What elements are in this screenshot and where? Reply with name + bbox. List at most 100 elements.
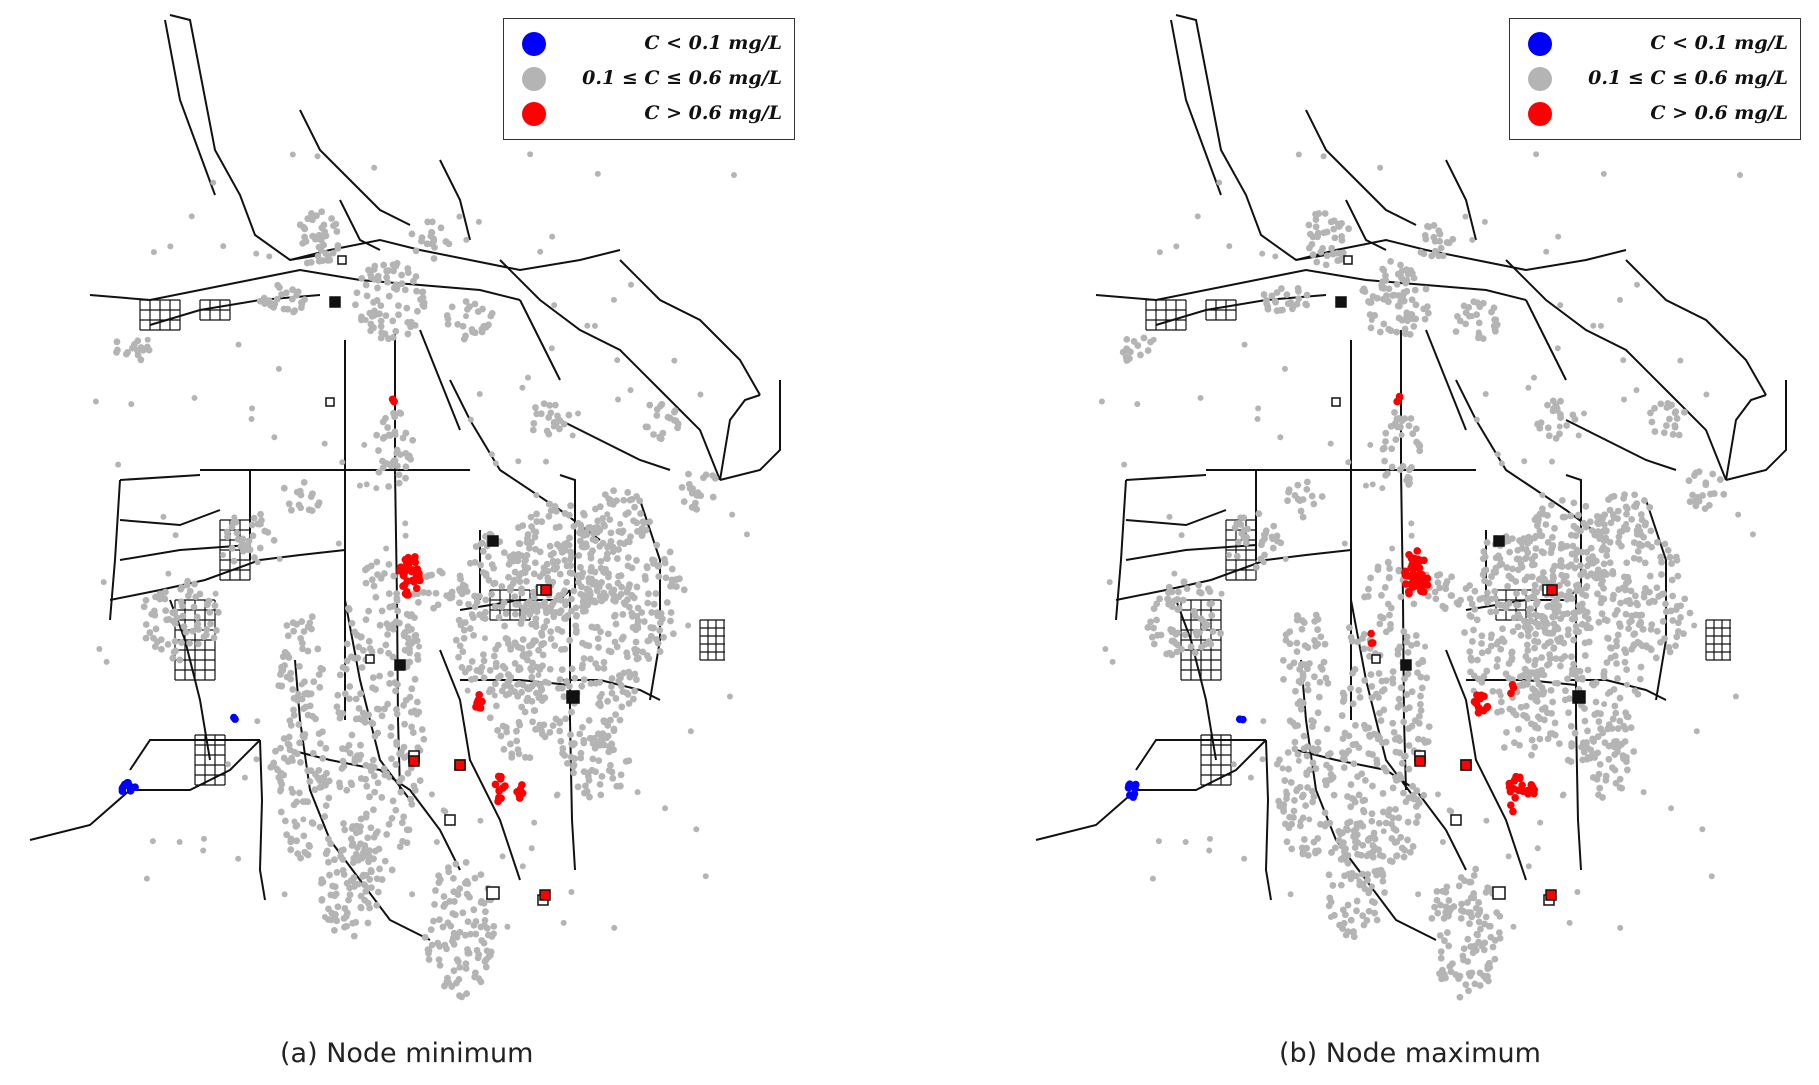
node-normal bbox=[552, 608, 560, 616]
node-normal bbox=[1380, 686, 1388, 693]
node-normal bbox=[256, 544, 264, 552]
node-normal bbox=[546, 401, 554, 409]
node-normal bbox=[1347, 803, 1355, 811]
node-normal bbox=[618, 583, 625, 591]
node-high bbox=[1506, 801, 1515, 809]
node-normal bbox=[477, 923, 485, 931]
node-normal bbox=[420, 589, 427, 596]
node-normal bbox=[1291, 492, 1299, 499]
node-normal bbox=[1498, 460, 1505, 467]
node-normal bbox=[1344, 859, 1352, 867]
node-normal bbox=[511, 568, 519, 576]
node-normal bbox=[289, 686, 297, 693]
node-normal bbox=[1341, 540, 1348, 547]
node-normal bbox=[1541, 642, 1549, 650]
node-normal bbox=[591, 597, 598, 605]
node-normal bbox=[644, 423, 651, 431]
node-normal bbox=[303, 259, 311, 267]
node-normal bbox=[1504, 582, 1511, 590]
node-normal bbox=[319, 728, 326, 736]
node-normal bbox=[1681, 408, 1688, 416]
node-normal bbox=[494, 641, 502, 649]
node-normal bbox=[114, 346, 121, 354]
node-normal bbox=[493, 702, 500, 710]
node-normal bbox=[1468, 600, 1476, 608]
node-normal bbox=[522, 556, 529, 564]
node-normal bbox=[1287, 779, 1295, 786]
facility-marker bbox=[329, 296, 341, 308]
node-normal bbox=[1412, 301, 1420, 309]
node-normal bbox=[1340, 919, 1348, 927]
node-normal bbox=[339, 745, 346, 752]
node-normal bbox=[560, 693, 568, 700]
node-normal bbox=[1483, 817, 1490, 824]
node-normal bbox=[1338, 842, 1346, 850]
node-normal bbox=[1468, 656, 1475, 664]
node-normal bbox=[364, 834, 372, 842]
node-normal bbox=[1404, 836, 1411, 844]
node-normal bbox=[444, 919, 452, 927]
node-normal bbox=[377, 322, 385, 330]
node-normal bbox=[296, 662, 303, 670]
pipe bbox=[559, 474, 576, 590]
node-normal bbox=[1313, 258, 1321, 266]
node-normal bbox=[1361, 777, 1369, 784]
node-normal bbox=[389, 261, 397, 269]
node-normal bbox=[1557, 591, 1565, 599]
node-normal bbox=[285, 741, 293, 749]
node-normal bbox=[1552, 434, 1560, 442]
node-normal bbox=[1640, 789, 1647, 796]
node-normal bbox=[1505, 572, 1513, 580]
node-normal bbox=[456, 928, 464, 936]
node-normal bbox=[363, 782, 371, 790]
node-normal bbox=[1379, 445, 1387, 453]
node-normal bbox=[339, 664, 347, 671]
node-normal bbox=[190, 603, 198, 611]
node-normal bbox=[545, 680, 552, 687]
node-normal bbox=[1306, 766, 1314, 774]
node-normal bbox=[313, 233, 321, 241]
node-normal bbox=[287, 721, 295, 729]
node-normal bbox=[448, 983, 456, 990]
node-normal bbox=[1674, 619, 1682, 627]
node-normal bbox=[538, 629, 545, 637]
node-normal bbox=[1374, 867, 1381, 875]
legend-swatch-high bbox=[522, 102, 546, 126]
node-normal bbox=[373, 485, 380, 492]
node-normal bbox=[1514, 546, 1522, 554]
node-normal bbox=[1294, 750, 1302, 758]
node-normal bbox=[178, 639, 185, 647]
node-normal bbox=[1514, 566, 1522, 574]
node-normal bbox=[1483, 667, 1491, 675]
node-normal bbox=[1558, 496, 1566, 504]
node-normal bbox=[375, 468, 383, 476]
node-normal bbox=[1356, 693, 1364, 701]
node-normal bbox=[567, 562, 575, 570]
node-normal bbox=[659, 429, 667, 437]
node-normal bbox=[1297, 507, 1305, 515]
node-normal bbox=[1662, 608, 1670, 616]
node-normal bbox=[1613, 741, 1621, 749]
node-normal bbox=[486, 951, 494, 959]
node-normal bbox=[469, 329, 476, 336]
node-normal bbox=[1584, 562, 1591, 570]
facility-marker bbox=[487, 535, 499, 547]
node-normal bbox=[152, 625, 160, 633]
node-normal bbox=[1410, 795, 1418, 803]
node-normal bbox=[1600, 521, 1608, 529]
node-normal bbox=[472, 543, 480, 550]
node-normal bbox=[365, 637, 373, 645]
node-normal bbox=[1360, 921, 1368, 929]
node-normal bbox=[1491, 587, 1499, 595]
node-normal bbox=[1273, 532, 1281, 540]
node-normal bbox=[1735, 511, 1742, 518]
node-normal bbox=[1369, 782, 1376, 790]
node-normal bbox=[1565, 709, 1572, 717]
node-normal bbox=[612, 711, 619, 719]
node-normal bbox=[361, 852, 369, 860]
node-normal bbox=[558, 628, 566, 635]
node-normal bbox=[1295, 757, 1302, 764]
node-normal bbox=[1404, 670, 1412, 678]
node-normal bbox=[516, 578, 524, 585]
node-normal bbox=[428, 791, 435, 798]
